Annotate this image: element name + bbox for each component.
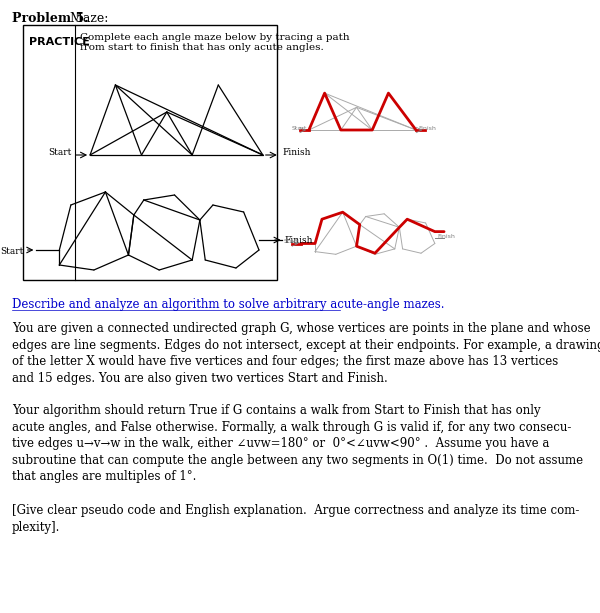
Text: Start: Start [291, 126, 307, 131]
Text: Problem 5.: Problem 5. [12, 12, 88, 25]
Text: Finish: Finish [418, 126, 436, 131]
Text: Maze:: Maze: [66, 12, 109, 25]
Text: Finish: Finish [437, 234, 455, 238]
Text: Describe and analyze an algorithm to solve arbitrary acute-angle mazes.: Describe and analyze an algorithm to sol… [12, 298, 444, 311]
Text: Complete each angle maze below by tracing a path
from start to finish that has o: Complete each angle maze below by tracin… [80, 33, 350, 52]
Text: Start: Start [48, 148, 71, 156]
FancyBboxPatch shape [23, 25, 277, 280]
Text: Your algorithm should return True if G contains a walk from Start to Finish that: Your algorithm should return True if G c… [12, 404, 583, 483]
Text: Start: Start [284, 239, 299, 244]
Text: PRACTICE: PRACTICE [29, 37, 89, 47]
Text: Start: Start [0, 246, 23, 256]
Text: Finish: Finish [282, 148, 311, 156]
Text: You are given a connected undirected graph G, whose vertices are points in the p: You are given a connected undirected gra… [12, 322, 600, 384]
Text: Finish: Finish [284, 235, 313, 245]
Text: [Give clear pseudo code and English explanation.  Argue correctness and analyze : [Give clear pseudo code and English expl… [12, 504, 579, 533]
